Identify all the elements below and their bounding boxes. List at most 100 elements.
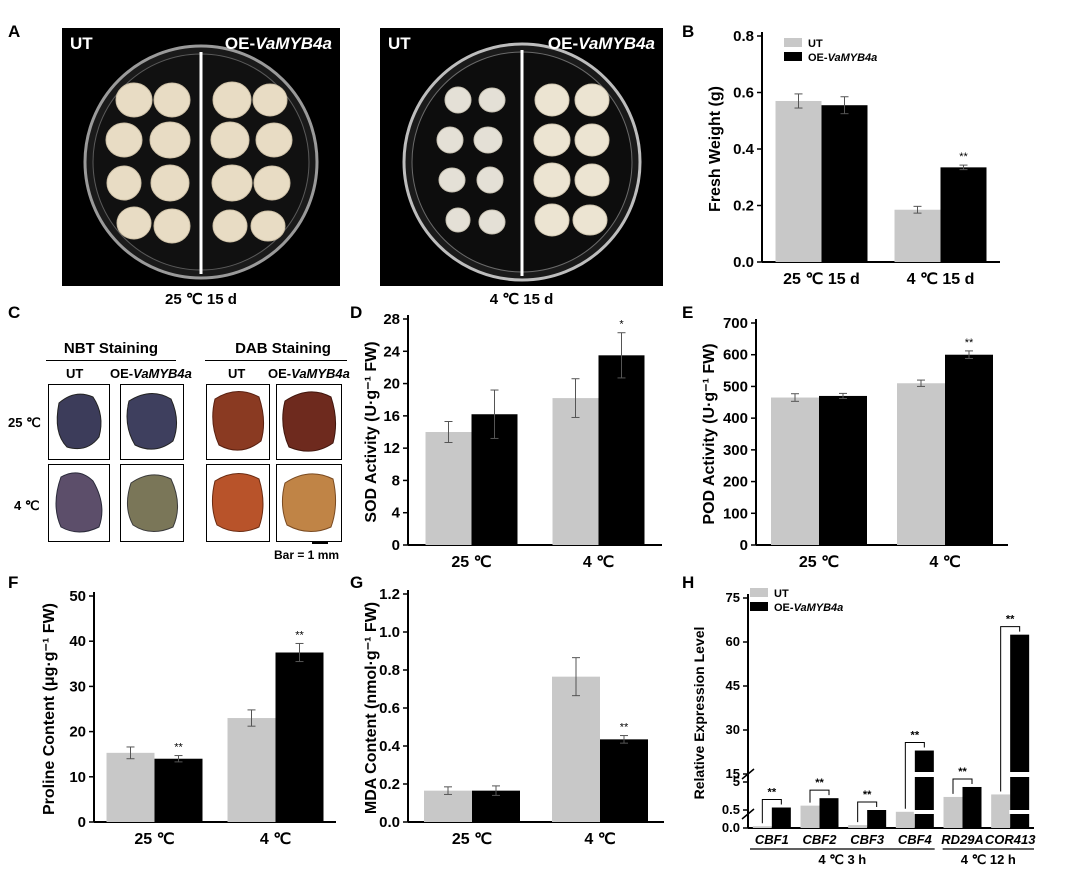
legend-swatch-oe: [784, 52, 802, 61]
panel-label-a: A: [8, 22, 21, 41]
nbt-oe-25c-image: [120, 384, 184, 460]
bar: [848, 825, 868, 828]
bar: [227, 718, 276, 822]
row-label-4c: 4 ℃: [14, 498, 40, 513]
bar: [800, 805, 820, 828]
nbt-staining-title: NBT Staining: [63, 340, 159, 357]
y-tick-label: 1.0: [379, 624, 400, 641]
x-tick-label: 25 ℃ 15 d: [783, 271, 860, 288]
significance-mark: **: [965, 337, 974, 349]
y-tick-label: 50: [69, 588, 86, 605]
bar: [819, 395, 867, 545]
y-tick-label: 24: [383, 343, 400, 360]
bar: [940, 167, 987, 262]
y-tick-label: 28: [383, 311, 400, 328]
y-tick-label: 0: [740, 537, 748, 554]
x-tick-label: 25 ℃: [452, 831, 492, 848]
bar: [424, 790, 472, 822]
y-tick-label: 0.5: [722, 802, 740, 817]
legend-label-oe: OE-VaMYB4a: [774, 602, 843, 614]
y-tick-label: 30: [726, 722, 740, 737]
scale-bar: [312, 542, 328, 544]
bar: [771, 807, 791, 828]
y-tick-label: 400: [723, 410, 748, 427]
legend-oe-gene: VaMYB4a: [828, 52, 878, 64]
x-tick-label: CBF2: [803, 832, 838, 847]
plate-photo-25c: UT OE-VaMYB4a: [62, 28, 340, 286]
y-axis-label: MDA Content (nmol·g⁻¹ FW): [363, 602, 380, 814]
bar: [991, 794, 1011, 828]
bar-break-gap: [1009, 772, 1031, 777]
legend-label-ut: UT: [808, 38, 823, 50]
y-tick-label: 0.2: [379, 776, 400, 793]
x-tick-label: RD29A: [941, 832, 984, 847]
y-axis-label: SOD Activity (U·g⁻¹ FW): [363, 341, 380, 522]
significance-mark: **: [959, 151, 968, 163]
col-label-nbt-ut: UT: [66, 366, 84, 381]
legend-swatch-ut: [784, 38, 802, 47]
bar: [552, 398, 599, 545]
panel-label-d: D: [350, 303, 363, 322]
significance-bracket: [857, 801, 878, 823]
significance-mark: **: [958, 766, 967, 778]
bar: [106, 752, 155, 822]
significance-mark: **: [620, 722, 629, 734]
panel-label-h: H: [682, 573, 695, 592]
y-tick-label: 20: [383, 376, 400, 393]
chart-h-relative-expression: 0.0 0.5 515 30 45 60 75 Relative Expression Lev…: [691, 588, 1036, 867]
col-label-oe-gene: VaMYB4a: [133, 366, 192, 381]
x-tick-label: COR413: [985, 832, 1036, 847]
plate-caption-25c: 25 ℃ 15 d: [165, 291, 237, 308]
significance-mark: **: [911, 730, 920, 742]
bar: [894, 209, 941, 262]
legend-swatch-ut: [750, 588, 768, 597]
y-tick-label: 4: [392, 505, 401, 522]
y-tick-label: 0.0: [379, 814, 400, 831]
legend-oe-prefix: OE-: [774, 602, 794, 614]
x-tick-label: 4 ℃: [929, 554, 960, 571]
col-label-oe-prefix: OE-: [268, 366, 292, 381]
y-axis-label: Relative Expression Level: [691, 627, 707, 800]
row-label-25c: 25 ℃: [8, 415, 41, 430]
col-label-dab-oe: OE-VaMYB4a: [268, 366, 350, 381]
panel-label-b: B: [682, 22, 695, 41]
significance-mark: **: [295, 629, 304, 641]
plate-label-ut: UT: [388, 34, 411, 53]
y-tick-label: 0: [392, 537, 400, 554]
y-tick-label: 0.8: [379, 662, 400, 679]
y-tick-label: 0.6: [379, 700, 400, 717]
nbt-oe-4c-image: [120, 464, 184, 542]
bar-break-gap: [913, 810, 935, 814]
y-tick-label: 5: [733, 774, 740, 789]
significance-bracket: [761, 799, 782, 824]
y-axis-label: POD Activity (U·g⁻¹ FW): [701, 343, 718, 524]
y-tick-label: 40: [69, 633, 86, 650]
bar: [895, 811, 915, 828]
nbt-ut-25c-image: [48, 384, 110, 460]
chart-e-pod-activity: 0 100 200 300 400 500 600 700 POD Activity (U·g⁻…: [701, 315, 1008, 571]
plate-label-oe-prefix: OE-: [224, 34, 256, 53]
significance-mark: **: [174, 742, 183, 754]
significance-mark: **: [1006, 614, 1015, 626]
y-axis-label: Fresh Weight (g): [707, 86, 724, 212]
plate-label-oe-prefix: OE-: [547, 34, 579, 53]
plate-photo-4c: UT OE-VaMYB4a: [380, 28, 663, 286]
bar: [962, 786, 982, 828]
y-tick-label: 0.0: [722, 820, 740, 835]
x-tick-label: 4 ℃: [260, 831, 291, 848]
panel-label-e: E: [682, 303, 694, 322]
bar: [598, 355, 645, 545]
dab-oe-4c-image: [276, 464, 342, 542]
legend-swatch-oe: [750, 602, 768, 611]
plate-label-oe-gene: VaMYB4a: [578, 34, 655, 53]
y-tick-label: 0: [78, 814, 86, 831]
significance-bracket: [1000, 626, 1021, 792]
significance-bracket: [952, 778, 973, 794]
y-tick-label: 16: [383, 408, 400, 425]
legend-oe-gene: VaMYB4a: [794, 602, 844, 614]
y-axis-label: Proline Content (μg·g⁻¹ FW): [41, 603, 58, 815]
plate-label-oe-gene: VaMYB4a: [255, 34, 332, 53]
x-tick-label: 25 ℃: [451, 554, 491, 571]
panel-label-f: F: [8, 573, 19, 592]
